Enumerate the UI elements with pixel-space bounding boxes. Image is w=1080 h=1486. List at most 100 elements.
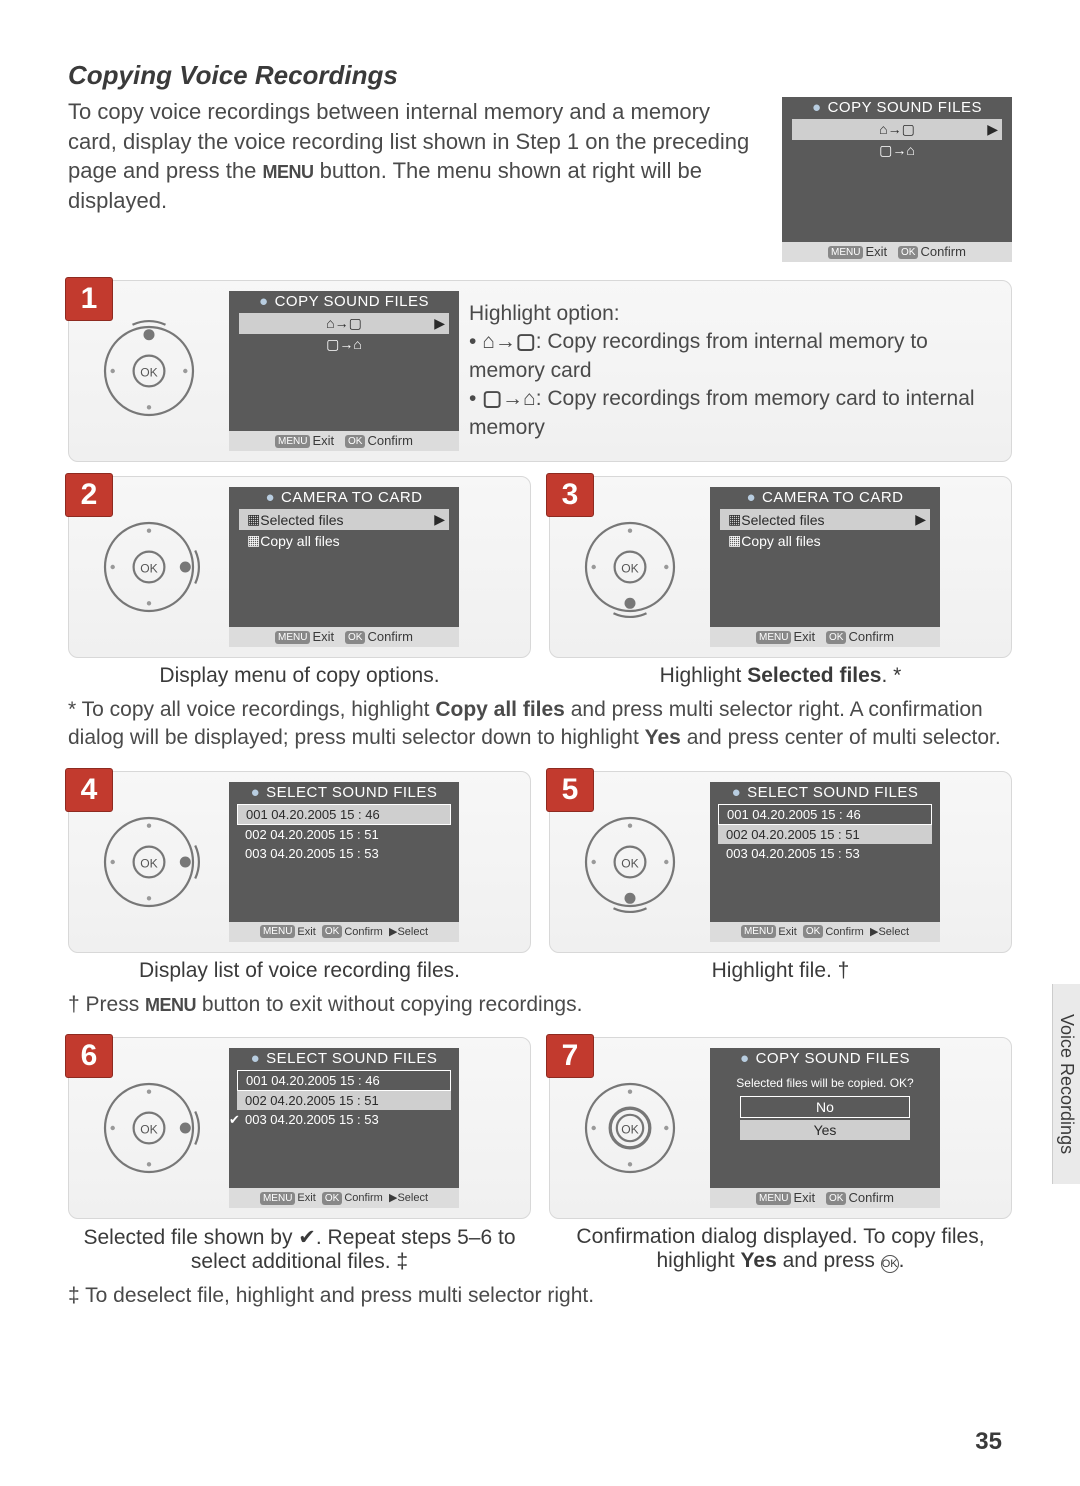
select-label: Select [397, 926, 428, 938]
select-label: Select [397, 1192, 428, 1204]
ok-btn-icon: OK [898, 246, 918, 259]
menu-btn-icon: MENU [741, 925, 776, 938]
allfiles-label: Copy all files [260, 533, 339, 549]
file3-label: 003 04.20.2005 15 : 53 [245, 1112, 379, 1127]
opt1-icon: ⌂→▢ [482, 330, 536, 353]
step-num-6: 6 [65, 1034, 113, 1078]
lcd-title: ●SELECT SOUND FILES [710, 782, 940, 804]
lcd-footer: MENUExit OKConfirm [229, 627, 459, 647]
arrow-right-icon: ▶ [434, 511, 445, 528]
step-num-2: 2 [65, 473, 113, 517]
svg-text:OK: OK [621, 1123, 638, 1137]
menu-btn-icon: MENU [275, 631, 310, 644]
lcd-title-text: COPY SOUND FILES [275, 293, 429, 310]
ok-btn-icon: OK [826, 1192, 846, 1205]
exit-label: Exit [778, 926, 796, 938]
lcd-step3: ●CAMERA TO CARD ▦ Selected files▶ ▦ Copy… [710, 487, 940, 647]
ok-btn-icon: OK [322, 925, 342, 938]
file2-row: 002 04.20.2005 15 : 51 [237, 1091, 451, 1110]
file2-row: 002 04.20.2005 15 : 51 [237, 825, 451, 844]
lcd-footer: MENUExit OKConfirm [782, 242, 1012, 262]
step-3-card: 3 OK ●CAMERA TO CARD ▦ Selected files▶ ▦… [549, 476, 1012, 658]
lcd-row-in2card: ⌂→▢ ▶ [792, 119, 1002, 140]
row-steps-2-3: 2 OK ● CAMERA TO CARD ▦ Selected files▶ ▦… [68, 476, 1012, 688]
step-6-card: 6 OK ●SELECT SOUND FILES 001 04.20.2005 … [68, 1037, 531, 1219]
mic-icon: ● [746, 489, 756, 506]
lcd-row-card2in: ▢→⌂ [792, 140, 1002, 161]
lcd-step6: ●SELECT SOUND FILES 001 04.20.2005 15 : … [229, 1048, 459, 1208]
step-4-card: 4 OK ●SELECT SOUND FILES 001 04.20.2005 … [68, 771, 531, 953]
menu-btn-icon: MENU [260, 1192, 295, 1205]
lcd-title-text: COPY SOUND FILES [828, 99, 982, 116]
row-selfiles: ▦ Selected files▶ [239, 509, 449, 530]
selector-right-icon: OK [79, 1068, 219, 1188]
no-row: No [740, 1096, 910, 1118]
opt2-text: : Copy recordings from memory card to in… [469, 387, 975, 438]
file3-row: 003 04.20.2005 15 : 53 [237, 844, 451, 863]
file3-row: ✔003 04.20.2005 15 : 53 [237, 1110, 451, 1129]
exit-label: Exit [312, 433, 334, 448]
opt1: • ⌂→▢: Copy recordings from internal mem… [469, 328, 1001, 385]
confirm-label: Confirm [848, 1190, 894, 1205]
col-step4: 4 OK ●SELECT SOUND FILES 001 04.20.2005 … [68, 771, 531, 983]
row: ▢→⌂ [239, 334, 449, 355]
f1a: * To copy all voice recordings, highligh… [68, 698, 435, 721]
lcd-step5: ●SELECT SOUND FILES 001 04.20.2005 15 : … [710, 782, 940, 942]
lcd-footer: MENUExit OKConfirm ▶Select [229, 922, 459, 942]
step-7-card: 7 OK ●COPY SOUND FILES Selected files wi… [549, 1037, 1012, 1219]
side-tab: Voice Recordings [1052, 984, 1080, 1184]
col-step3: 3 OK ●CAMERA TO CARD ▦ Selected files▶ ▦… [549, 476, 1012, 688]
selector-right-icon: OK [79, 802, 219, 922]
ok-btn-icon: OK [826, 631, 846, 644]
in2card-icon: ⌂→▢ [326, 315, 362, 332]
arrow-right-icon: ▶ [987, 121, 998, 138]
menu-btn-icon: MENU [828, 246, 863, 259]
confirm-label: Confirm [825, 926, 864, 938]
menu-btn-icon: MENU [756, 631, 791, 644]
icon-in-to-card: ⌂→▢ [879, 121, 915, 138]
cap-b: Selected files [747, 664, 881, 687]
row-allfiles: ▦ Copy all files [720, 530, 930, 551]
mic-icon: ● [251, 784, 261, 801]
exit-label: Exit [865, 244, 887, 259]
row-sel: ⌂→▢▶ [239, 313, 449, 334]
lcd-title-text: COPY SOUND FILES [756, 1050, 910, 1067]
section-title: Copying Voice Recordings [68, 60, 1012, 91]
lcd-title: ●SELECT SOUND FILES [229, 782, 459, 804]
f2b: MENU [145, 995, 196, 1015]
menu-label: MENU [262, 162, 313, 182]
ok-btn-icon: OK [803, 925, 823, 938]
selfiles-label: Selected files [741, 512, 824, 528]
step6-caption: Selected file shown by ✔. Repeat steps 5… [68, 1225, 531, 1274]
mic-icon: ● [812, 99, 822, 116]
arrow-right-icon: ▶ [915, 511, 926, 528]
file1-row: 001 04.20.2005 15 : 46 [718, 804, 932, 825]
lcd-title: ● CAMERA TO CARD [710, 487, 940, 509]
menu-btn-icon: MENU [275, 435, 310, 448]
svg-text:OK: OK [621, 562, 638, 576]
file1-row: 001 04.20.2005 15 : 46 [237, 1070, 451, 1091]
selector-down-icon: OK [560, 802, 700, 922]
confirm-label: Confirm [848, 629, 894, 644]
lcd-title-text: CAMERA TO CARD [281, 489, 422, 506]
footnote-2: † Press MENU button to exit without copy… [68, 991, 1012, 1019]
lcd-step1: ●COPY SOUND FILES ⌂→▢▶ ▢→⌂ MENUExit OKCo… [229, 291, 459, 451]
lcd-footer: MENUExit OKConfirm ▶Select [229, 1188, 459, 1208]
ok-btn-icon: OK [322, 1192, 342, 1205]
lcd-title: ●SELECT SOUND FILES [229, 1048, 459, 1070]
lcd-title-text: CAMERA TO CARD [762, 489, 903, 506]
footnote-3: ‡ To deselect file, highlight and press … [68, 1282, 1012, 1310]
svg-text:OK: OK [140, 1123, 157, 1137]
selector-up-icon: OK [79, 311, 219, 431]
lcd-title: ●COPY SOUND FILES [710, 1048, 940, 1070]
cap-c: . * [881, 664, 901, 687]
lcd-title: ● COPY SOUND FILES [782, 97, 1012, 119]
card2in-icon: ▢→⌂ [326, 336, 362, 353]
yes-row: Yes [740, 1120, 910, 1140]
menu-btn-icon: MENU [260, 925, 295, 938]
step1-options: Highlight option: • ⌂→▢: Copy recordings… [469, 300, 1001, 442]
selector-ok-icon: OK [560, 1068, 700, 1188]
file3-row: 003 04.20.2005 15 : 53 [718, 844, 932, 863]
confirm-label: Confirm [367, 433, 413, 448]
c7c: and press [777, 1249, 881, 1272]
